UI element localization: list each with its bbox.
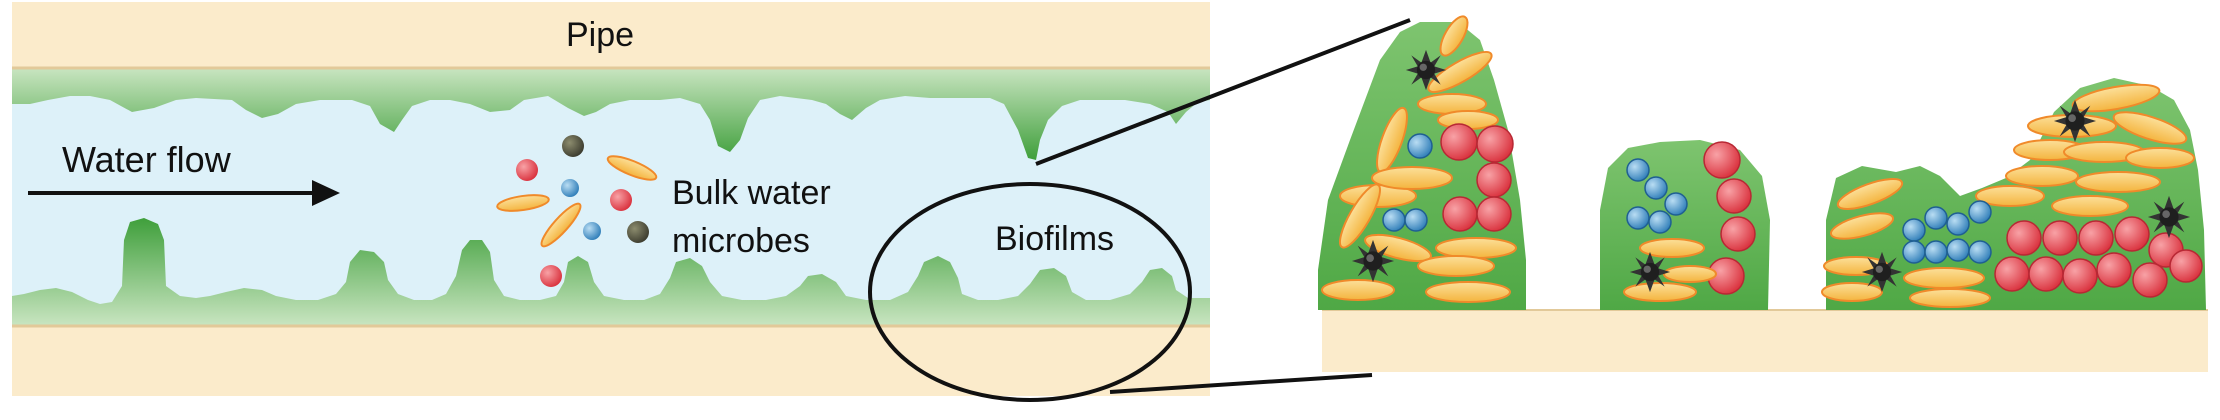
zoom-line-bottom xyxy=(1109,373,1373,394)
spiky-microbe xyxy=(2053,99,2097,143)
spiky-microbe xyxy=(2147,195,2191,239)
water-flow-arrow xyxy=(28,180,340,206)
bulk-water-label-line2: microbes xyxy=(672,222,810,260)
bulk-water-microbes xyxy=(496,135,658,287)
blue-microbe xyxy=(583,222,601,240)
red-microbe xyxy=(610,189,632,211)
rod-microbe xyxy=(496,194,550,212)
right-colony-cells xyxy=(1821,83,2203,308)
dark-microbe xyxy=(562,135,584,157)
biofilm-detail xyxy=(1318,15,2208,372)
bottom-biofilm xyxy=(12,218,1210,326)
pipe-wall-bottom xyxy=(12,326,1210,396)
rod-microbe xyxy=(606,155,658,181)
spiky-microbe xyxy=(1351,239,1395,283)
bulk-water-label-line1: Bulk water xyxy=(672,174,831,212)
spiky-microbe xyxy=(1629,251,1671,293)
pipe-label: Pipe xyxy=(566,16,634,54)
pipe-wall-top xyxy=(12,2,1210,68)
zoom-line-top xyxy=(1035,18,1411,166)
rod-microbe xyxy=(540,202,582,248)
blue-microbe xyxy=(561,179,579,197)
water-flow-label: Water flow xyxy=(62,139,232,180)
substrate xyxy=(1322,310,2208,372)
top-biofilm xyxy=(12,68,1210,160)
biofilm-highlight-ellipse xyxy=(868,182,1192,402)
left-colony-cells xyxy=(1321,15,1517,303)
red-microbe xyxy=(540,265,562,287)
spiky-microbe xyxy=(1405,49,1447,91)
biofilms-label: Biofilms xyxy=(995,220,1114,258)
spiky-microbe xyxy=(1861,251,1903,293)
dark-microbe xyxy=(627,221,649,243)
pipe-cross-section: Pipe Water flow Bulk water microbes Biof… xyxy=(12,2,1210,402)
red-microbe xyxy=(516,159,538,181)
middle-colony-cells xyxy=(1623,141,1756,302)
